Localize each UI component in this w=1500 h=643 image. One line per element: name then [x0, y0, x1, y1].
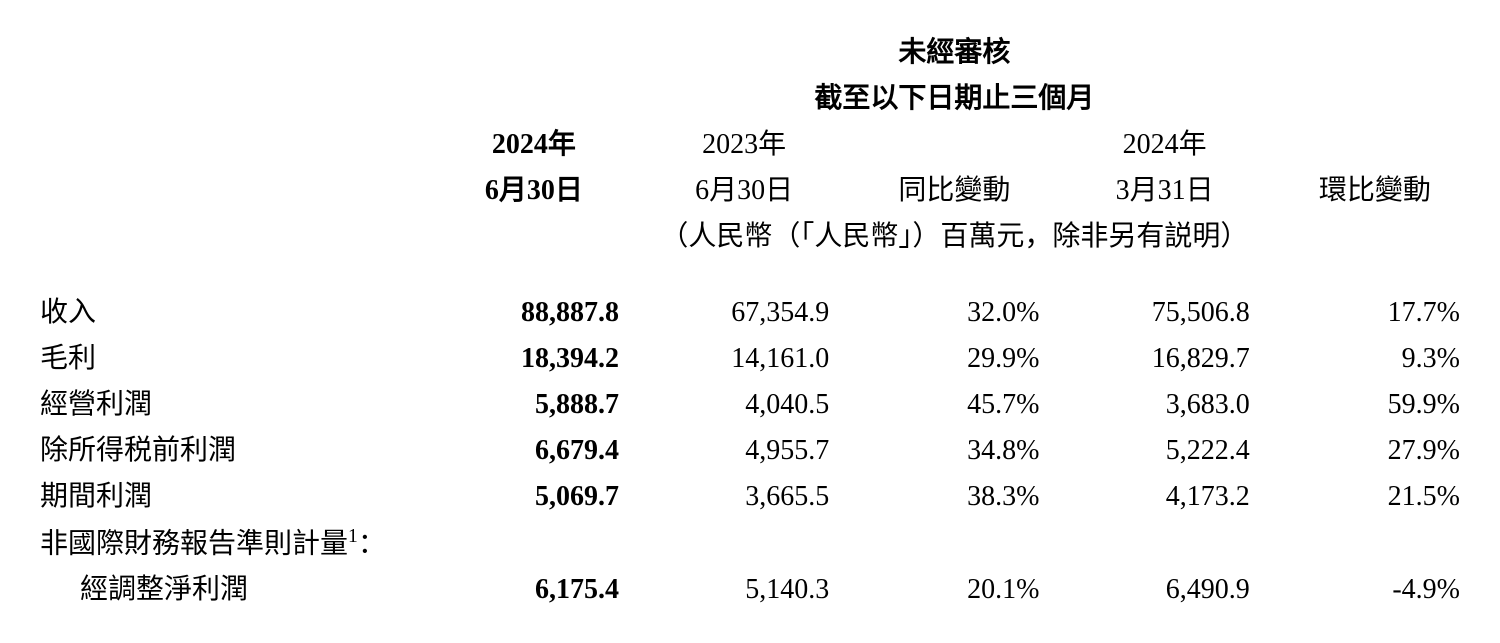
cell-c1: 88,887.8 — [429, 290, 639, 336]
cell-c1: 5,069.7 — [429, 474, 639, 520]
spacer — [20, 260, 1480, 290]
col1-year: 2024年 — [429, 122, 639, 168]
cell-c3: 38.3% — [849, 474, 1059, 520]
non-ifrs-prefix: 非國際財務報告準則計量 — [40, 528, 348, 559]
cell-c2: 4,955.7 — [639, 428, 849, 474]
col5-header: 環比變動 — [1270, 168, 1480, 214]
non-ifrs-label: 非國際財務報告準則計量1： — [20, 520, 1480, 567]
row-label: 除所得税前利潤 — [20, 428, 429, 474]
header-dates: 6月30日 6月30日 同比變動 3月31日 環比變動 — [20, 168, 1480, 214]
cell-c3: 29.9% — [849, 336, 1059, 382]
cell-c2: 4,040.5 — [639, 382, 849, 428]
header-currency: （人民幣（「人民幣」）百萬元，除非另有説明） — [20, 214, 1480, 260]
row-adj-net-profit: 經調整淨利潤 6,175.4 5,140.3 20.1% 6,490.9 -4.… — [20, 567, 1480, 613]
cell-c2: 5,140.3 — [639, 567, 849, 613]
col2-year: 2023年 — [639, 122, 849, 168]
col3-header: 同比變動 — [849, 168, 1059, 214]
cell-c3: 34.8% — [849, 428, 1059, 474]
cell-c1: 5,888.7 — [429, 382, 639, 428]
cell-c4: 3,683.0 — [1060, 382, 1270, 428]
cell-c4: 75,506.8 — [1060, 290, 1270, 336]
cell-c1: 18,394.2 — [429, 336, 639, 382]
row-non-ifrs: 非國際財務報告準則計量1： — [20, 520, 1480, 567]
col4-year: 2024年 — [1060, 122, 1270, 168]
row-label: 期間利潤 — [20, 474, 429, 520]
col2-date: 6月30日 — [639, 168, 849, 214]
cell-c5: 27.9% — [1270, 428, 1480, 474]
unaudited-label: 未經審核 — [429, 30, 1480, 76]
col1-date: 6月30日 — [429, 168, 639, 214]
cell-c4: 5,222.4 — [1060, 428, 1270, 474]
non-ifrs-suffix: ： — [358, 528, 386, 559]
cell-c1: 6,175.4 — [429, 567, 639, 613]
header-years: 2024年 2023年 2024年 — [20, 122, 1480, 168]
cell-c1: 6,679.4 — [429, 428, 639, 474]
row-operating-profit: 經營利潤 5,888.7 4,040.5 45.7% 3,683.0 59.9% — [20, 382, 1480, 428]
cell-c4: 4,173.2 — [1060, 474, 1270, 520]
cell-c5: 9.3% — [1270, 336, 1480, 382]
cell-c5: 17.7% — [1270, 290, 1480, 336]
row-label: 經營利潤 — [20, 382, 429, 428]
cell-c4: 16,829.7 — [1060, 336, 1270, 382]
row-period-profit: 期間利潤 5,069.7 3,665.5 38.3% 4,173.2 21.5% — [20, 474, 1480, 520]
cell-c5: 21.5% — [1270, 474, 1480, 520]
col4-date: 3月31日 — [1060, 168, 1270, 214]
cell-c2: 67,354.9 — [639, 290, 849, 336]
row-label: 收入 — [20, 290, 429, 336]
row-pbt: 除所得税前利潤 6,679.4 4,955.7 34.8% 5,222.4 27… — [20, 428, 1480, 474]
currency-note: （人民幣（「人民幣」）百萬元，除非另有説明） — [429, 214, 1480, 260]
cell-c5: 59.9% — [1270, 382, 1480, 428]
cell-c3: 32.0% — [849, 290, 1059, 336]
header-period: 截至以下日期止三個月 — [20, 76, 1480, 122]
period-note: 截至以下日期止三個月 — [429, 76, 1480, 122]
row-gross-profit: 毛利 18,394.2 14,161.0 29.9% 16,829.7 9.3% — [20, 336, 1480, 382]
cell-c4: 6,490.9 — [1060, 567, 1270, 613]
financial-table: 未經審核 截至以下日期止三個月 2024年 2023年 2024年 6月30日 … — [20, 30, 1480, 613]
cell-c5: -4.9% — [1270, 567, 1480, 613]
cell-c2: 3,665.5 — [639, 474, 849, 520]
cell-c3: 45.7% — [849, 382, 1059, 428]
non-ifrs-sup: 1 — [348, 526, 358, 547]
row-label: 毛利 — [20, 336, 429, 382]
header-unaudited: 未經審核 — [20, 30, 1480, 76]
cell-c2: 14,161.0 — [639, 336, 849, 382]
cell-c3: 20.1% — [849, 567, 1059, 613]
row-revenue: 收入 88,887.8 67,354.9 32.0% 75,506.8 17.7… — [20, 290, 1480, 336]
row-label: 經調整淨利潤 — [20, 567, 429, 613]
